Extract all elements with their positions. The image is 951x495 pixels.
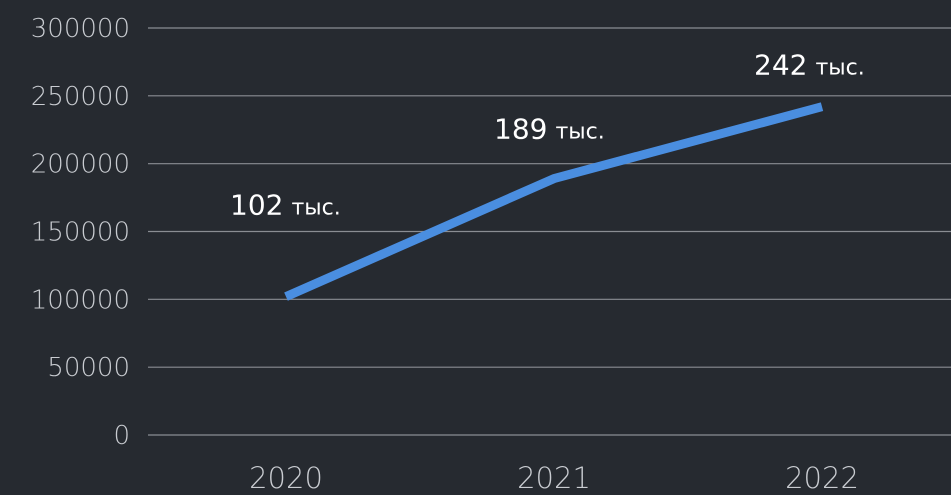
data-label-unit: тыс. <box>555 120 604 145</box>
y-tick-label: 200000 <box>31 150 130 180</box>
y-tick-label: 150000 <box>31 218 130 248</box>
data-label: 242 тыс. <box>754 49 865 82</box>
data-point <box>553 178 555 180</box>
y-tick-label: 250000 <box>31 82 130 112</box>
x-tick-label: 2022 <box>785 461 859 495</box>
data-label-unit: тыс. <box>815 56 864 81</box>
x-tick-label: 2021 <box>517 461 591 495</box>
data-point <box>821 106 823 108</box>
y-tick-label: 50000 <box>47 353 130 383</box>
data-label-value: 189 <box>494 113 547 146</box>
y-tick-label: 0 <box>113 421 130 451</box>
series-line <box>284 102 824 301</box>
data-label-value: 102 <box>230 189 283 222</box>
x-tick-label: 2020 <box>249 461 323 495</box>
gridlines <box>148 27 951 436</box>
data-point <box>285 296 287 298</box>
series-line-group <box>284 102 824 301</box>
data-label-value: 242 <box>754 49 807 82</box>
data-labels: 102 тыс. 189 тыс. 242 тыс. <box>230 49 865 222</box>
data-label-unit: тыс. <box>291 196 340 221</box>
data-label: 102 тыс. <box>230 189 341 222</box>
data-label: 189 тыс. <box>494 113 605 146</box>
y-tick-label: 100000 <box>31 285 130 315</box>
x-axis-tick-labels: 2020 2021 2022 <box>249 461 859 495</box>
y-tick-label: 300000 <box>31 14 130 44</box>
y-axis-tick-labels: 0 50000 100000 150000 200000 250000 300000 <box>31 14 130 451</box>
